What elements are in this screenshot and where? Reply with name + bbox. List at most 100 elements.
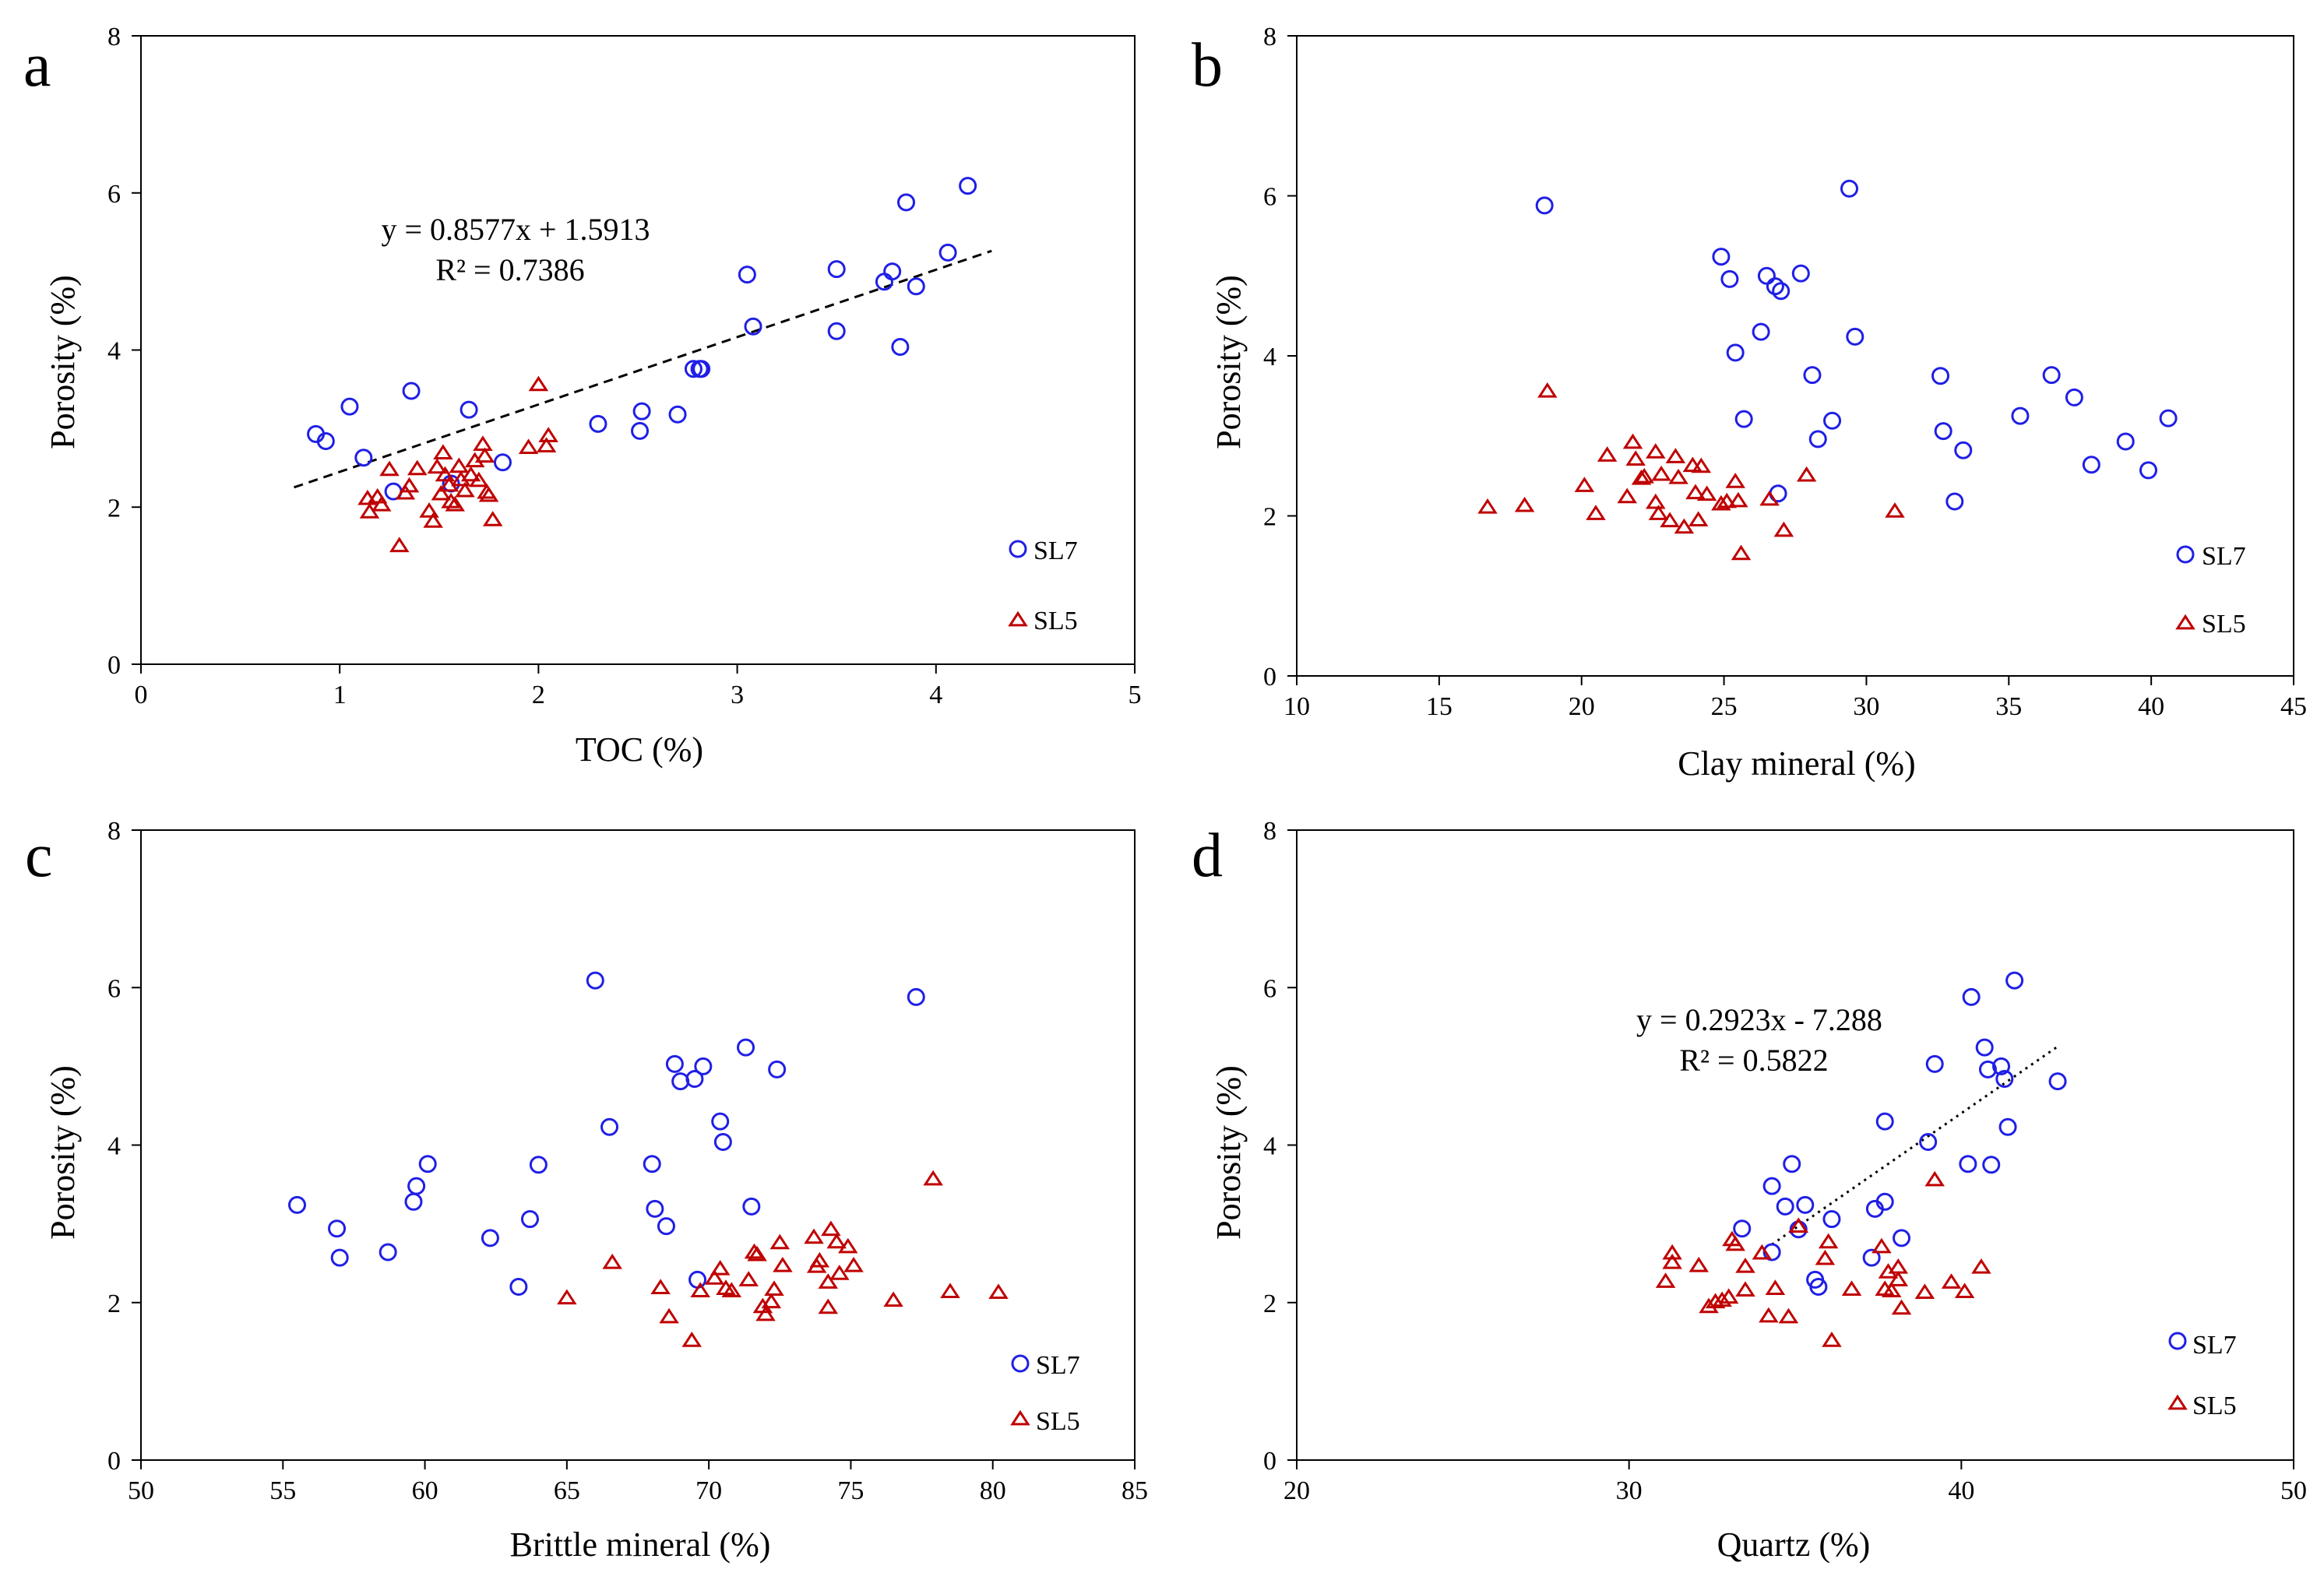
data-point-sl5-d (1688, 1256, 1710, 1272)
x-tick-label-c: 80 (980, 1476, 1006, 1505)
x-tick-label-a: 4 (929, 681, 942, 709)
data-point-sl5-d (1891, 1299, 1912, 1315)
data-point-sl7-d (1796, 1195, 1815, 1214)
data-point-sl7-c (509, 1278, 528, 1297)
data-point-sl5-c (818, 1298, 839, 1314)
y-tick-label-c: 4 (107, 1132, 121, 1161)
legend-marker-sl7-d (2168, 1332, 2187, 1350)
legend-label-sl7-d: SL7 (2192, 1331, 2237, 1360)
panel-letter-a: a (23, 31, 51, 100)
data-point-sl7-c (694, 1057, 713, 1075)
x-tick-label-c: 50 (128, 1476, 154, 1505)
data-point-sl5-c (826, 1233, 847, 1249)
chart-panel-a: a 0 1 2 3 4 5 0 2 4 6 8 TOC (%) Porosity (%) y = 0… (23, 23, 1142, 769)
legend-marker-sl7-c (1011, 1354, 1030, 1373)
data-point-sl5-b (1514, 496, 1535, 512)
data-point-sl7-d (1862, 1248, 1881, 1267)
data-point-sl5-c (829, 1265, 850, 1280)
data-point-sl7-c (586, 971, 604, 990)
data-point-sl7-a (354, 449, 373, 467)
x-tick-label-a: 0 (135, 681, 148, 709)
data-point-sl7-d (1893, 1229, 1911, 1247)
x-tick-label-b: 30 (1853, 692, 1879, 721)
data-point-sl7-b (1803, 366, 1822, 385)
data-point-sl5-a (399, 477, 420, 493)
x-tick-label-c: 75 (837, 1476, 864, 1505)
data-point-sl7-b (1734, 410, 1753, 428)
x-tick-label-b: 10 (1283, 692, 1310, 721)
data-point-sl7-b (1766, 277, 1784, 296)
data-point-sl5-c (755, 1305, 776, 1321)
data-point-sl7-a (493, 453, 512, 472)
data-point-sl5-c (681, 1332, 702, 1347)
data-point-sl5-a (473, 435, 493, 451)
y-tick-label-d: 6 (1263, 974, 1276, 1003)
y-axis-title-c: Porosity (%) (44, 1065, 82, 1240)
data-point-sl7-c (481, 1229, 499, 1247)
data-point-sl7-a (907, 277, 925, 296)
data-point-sl7-d (1995, 1070, 2014, 1089)
data-point-sl7-b (1720, 269, 1739, 288)
y-tick-label-b: 4 (1263, 343, 1276, 371)
y-tick-label-a: 6 (107, 180, 121, 209)
data-point-sl7-d (1982, 1156, 2001, 1174)
x-axis-title-d: Quartz (%) (1717, 1525, 1871, 1564)
data-point-sl5-a (518, 438, 539, 454)
data-point-sl7-d (1783, 1155, 1801, 1174)
x-tick-label-d: 30 (1616, 1476, 1643, 1505)
data-point-sl7-a (589, 414, 607, 433)
data-point-sl5-b (1651, 465, 1671, 481)
data-point-sl5-c (821, 1220, 841, 1237)
data-point-sl5-c (804, 1228, 824, 1244)
data-point-sl5-a (431, 484, 452, 501)
data-point-sl5-d (1735, 1281, 1755, 1297)
trendline-equation-a: y = 0.8577x + 1.5913 (381, 212, 650, 247)
data-point-sl5-a (371, 495, 392, 512)
data-point-sl7-a (631, 421, 650, 440)
legend-label-sl5-a: SL5 (1033, 607, 1078, 635)
data-point-sl7-c (330, 1248, 349, 1267)
data-point-sl7-a (402, 382, 421, 400)
legend-label-sl5-c: SL5 (1036, 1407, 1080, 1436)
x-tick-label-c: 55 (269, 1476, 296, 1505)
legend-marker-sl5-a (1008, 611, 1028, 627)
data-point-sl5-b (1668, 468, 1688, 484)
y-tick-label-b: 0 (1263, 663, 1276, 691)
data-point-sl7-a (827, 322, 846, 340)
data-point-sl5-a (407, 459, 428, 476)
x-tick-label-b: 40 (2138, 692, 2164, 721)
data-point-sl7-c (657, 1217, 675, 1236)
x-axis-title-c: Brittle mineral (%) (510, 1525, 771, 1564)
panel-letter-d: d (1192, 822, 1223, 890)
y-tick-label-c: 6 (107, 974, 121, 1003)
y-tick-label-d: 0 (1263, 1447, 1276, 1476)
data-point-sl5-b (1759, 490, 1780, 506)
data-point-sl5-c (557, 1289, 577, 1305)
data-point-sl5-c (940, 1283, 960, 1298)
trendline-d (1771, 1045, 2058, 1246)
data-point-sl7-d (1962, 987, 1981, 1006)
data-point-sl7-c (737, 1038, 755, 1057)
data-point-sl7-a (959, 177, 977, 195)
data-point-sl7-c (713, 1132, 732, 1151)
data-point-sl5-a (536, 437, 557, 452)
data-point-sl7-d (1998, 1117, 2017, 1136)
data-point-sl7-d (1975, 1038, 1994, 1057)
legend-marker-sl5-d (2167, 1394, 2188, 1410)
data-point-sl7-d (2048, 1072, 2067, 1091)
plot-area-d: 20 30 40 50 0 2 4 6 8 (1263, 817, 2307, 1505)
x-tick-label-d: 50 (2280, 1476, 2307, 1505)
data-point-sl5-d (1718, 1288, 1739, 1304)
data-point-sl5-c (809, 1251, 830, 1268)
data-point-sl5-d (1872, 1237, 1892, 1254)
y-tick-label-a: 4 (107, 337, 121, 366)
data-point-sl5-d (1971, 1258, 1991, 1274)
data-point-sl7-a (460, 400, 478, 419)
data-point-sl7-b (1954, 441, 1973, 459)
legend-label-sl7-c: SL7 (1036, 1351, 1080, 1380)
data-point-sl7-b (1823, 411, 1842, 430)
legend-label-sl7-b: SL7 (2202, 542, 2246, 571)
data-point-sl5-c (690, 1282, 710, 1297)
data-point-sl7-d (1762, 1243, 1781, 1262)
